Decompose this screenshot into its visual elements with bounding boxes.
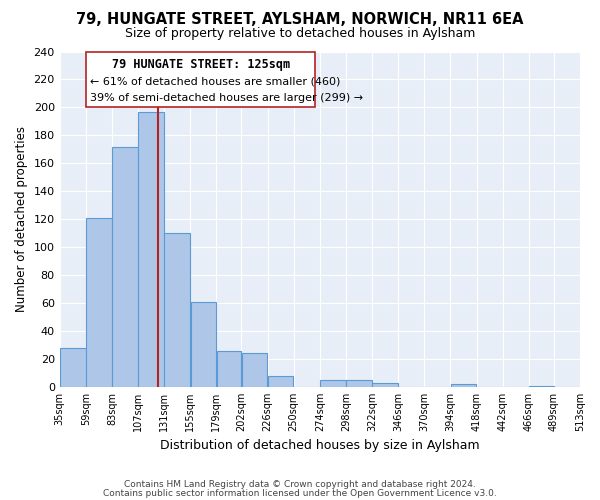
Bar (268, 376, 293, 387)
Text: Size of property relative to detached houses in Aylsham: Size of property relative to detached ho… (125, 28, 475, 40)
Text: 79 HUNGATE STREET: 125sqm: 79 HUNGATE STREET: 125sqm (112, 58, 290, 71)
Bar (191, 302, 216, 387)
FancyBboxPatch shape (86, 52, 316, 108)
Bar (320, 380, 346, 387)
Bar (60, 348, 86, 387)
Bar (139, 112, 164, 387)
Text: 39% of semi-detached houses are larger (299) →: 39% of semi-detached houses are larger (… (90, 94, 363, 104)
Text: 79, HUNGATE STREET, AYLSHAM, NORWICH, NR11 6EA: 79, HUNGATE STREET, AYLSHAM, NORWICH, NR… (76, 12, 524, 28)
Bar (451, 384, 476, 387)
Bar (373, 382, 398, 387)
Y-axis label: Number of detached properties: Number of detached properties (15, 126, 28, 312)
Text: Contains HM Land Registry data © Crown copyright and database right 2024.: Contains HM Land Registry data © Crown c… (124, 480, 476, 489)
Text: ← 61% of detached houses are smaller (460): ← 61% of detached houses are smaller (46… (90, 76, 341, 86)
Text: Contains public sector information licensed under the Open Government Licence v3: Contains public sector information licen… (103, 488, 497, 498)
Bar (529, 386, 554, 387)
Bar (86, 218, 112, 387)
Bar (346, 380, 372, 387)
Bar (217, 350, 241, 387)
Bar (242, 354, 268, 387)
Bar (164, 233, 190, 387)
X-axis label: Distribution of detached houses by size in Aylsham: Distribution of detached houses by size … (160, 440, 479, 452)
Bar (112, 146, 138, 387)
